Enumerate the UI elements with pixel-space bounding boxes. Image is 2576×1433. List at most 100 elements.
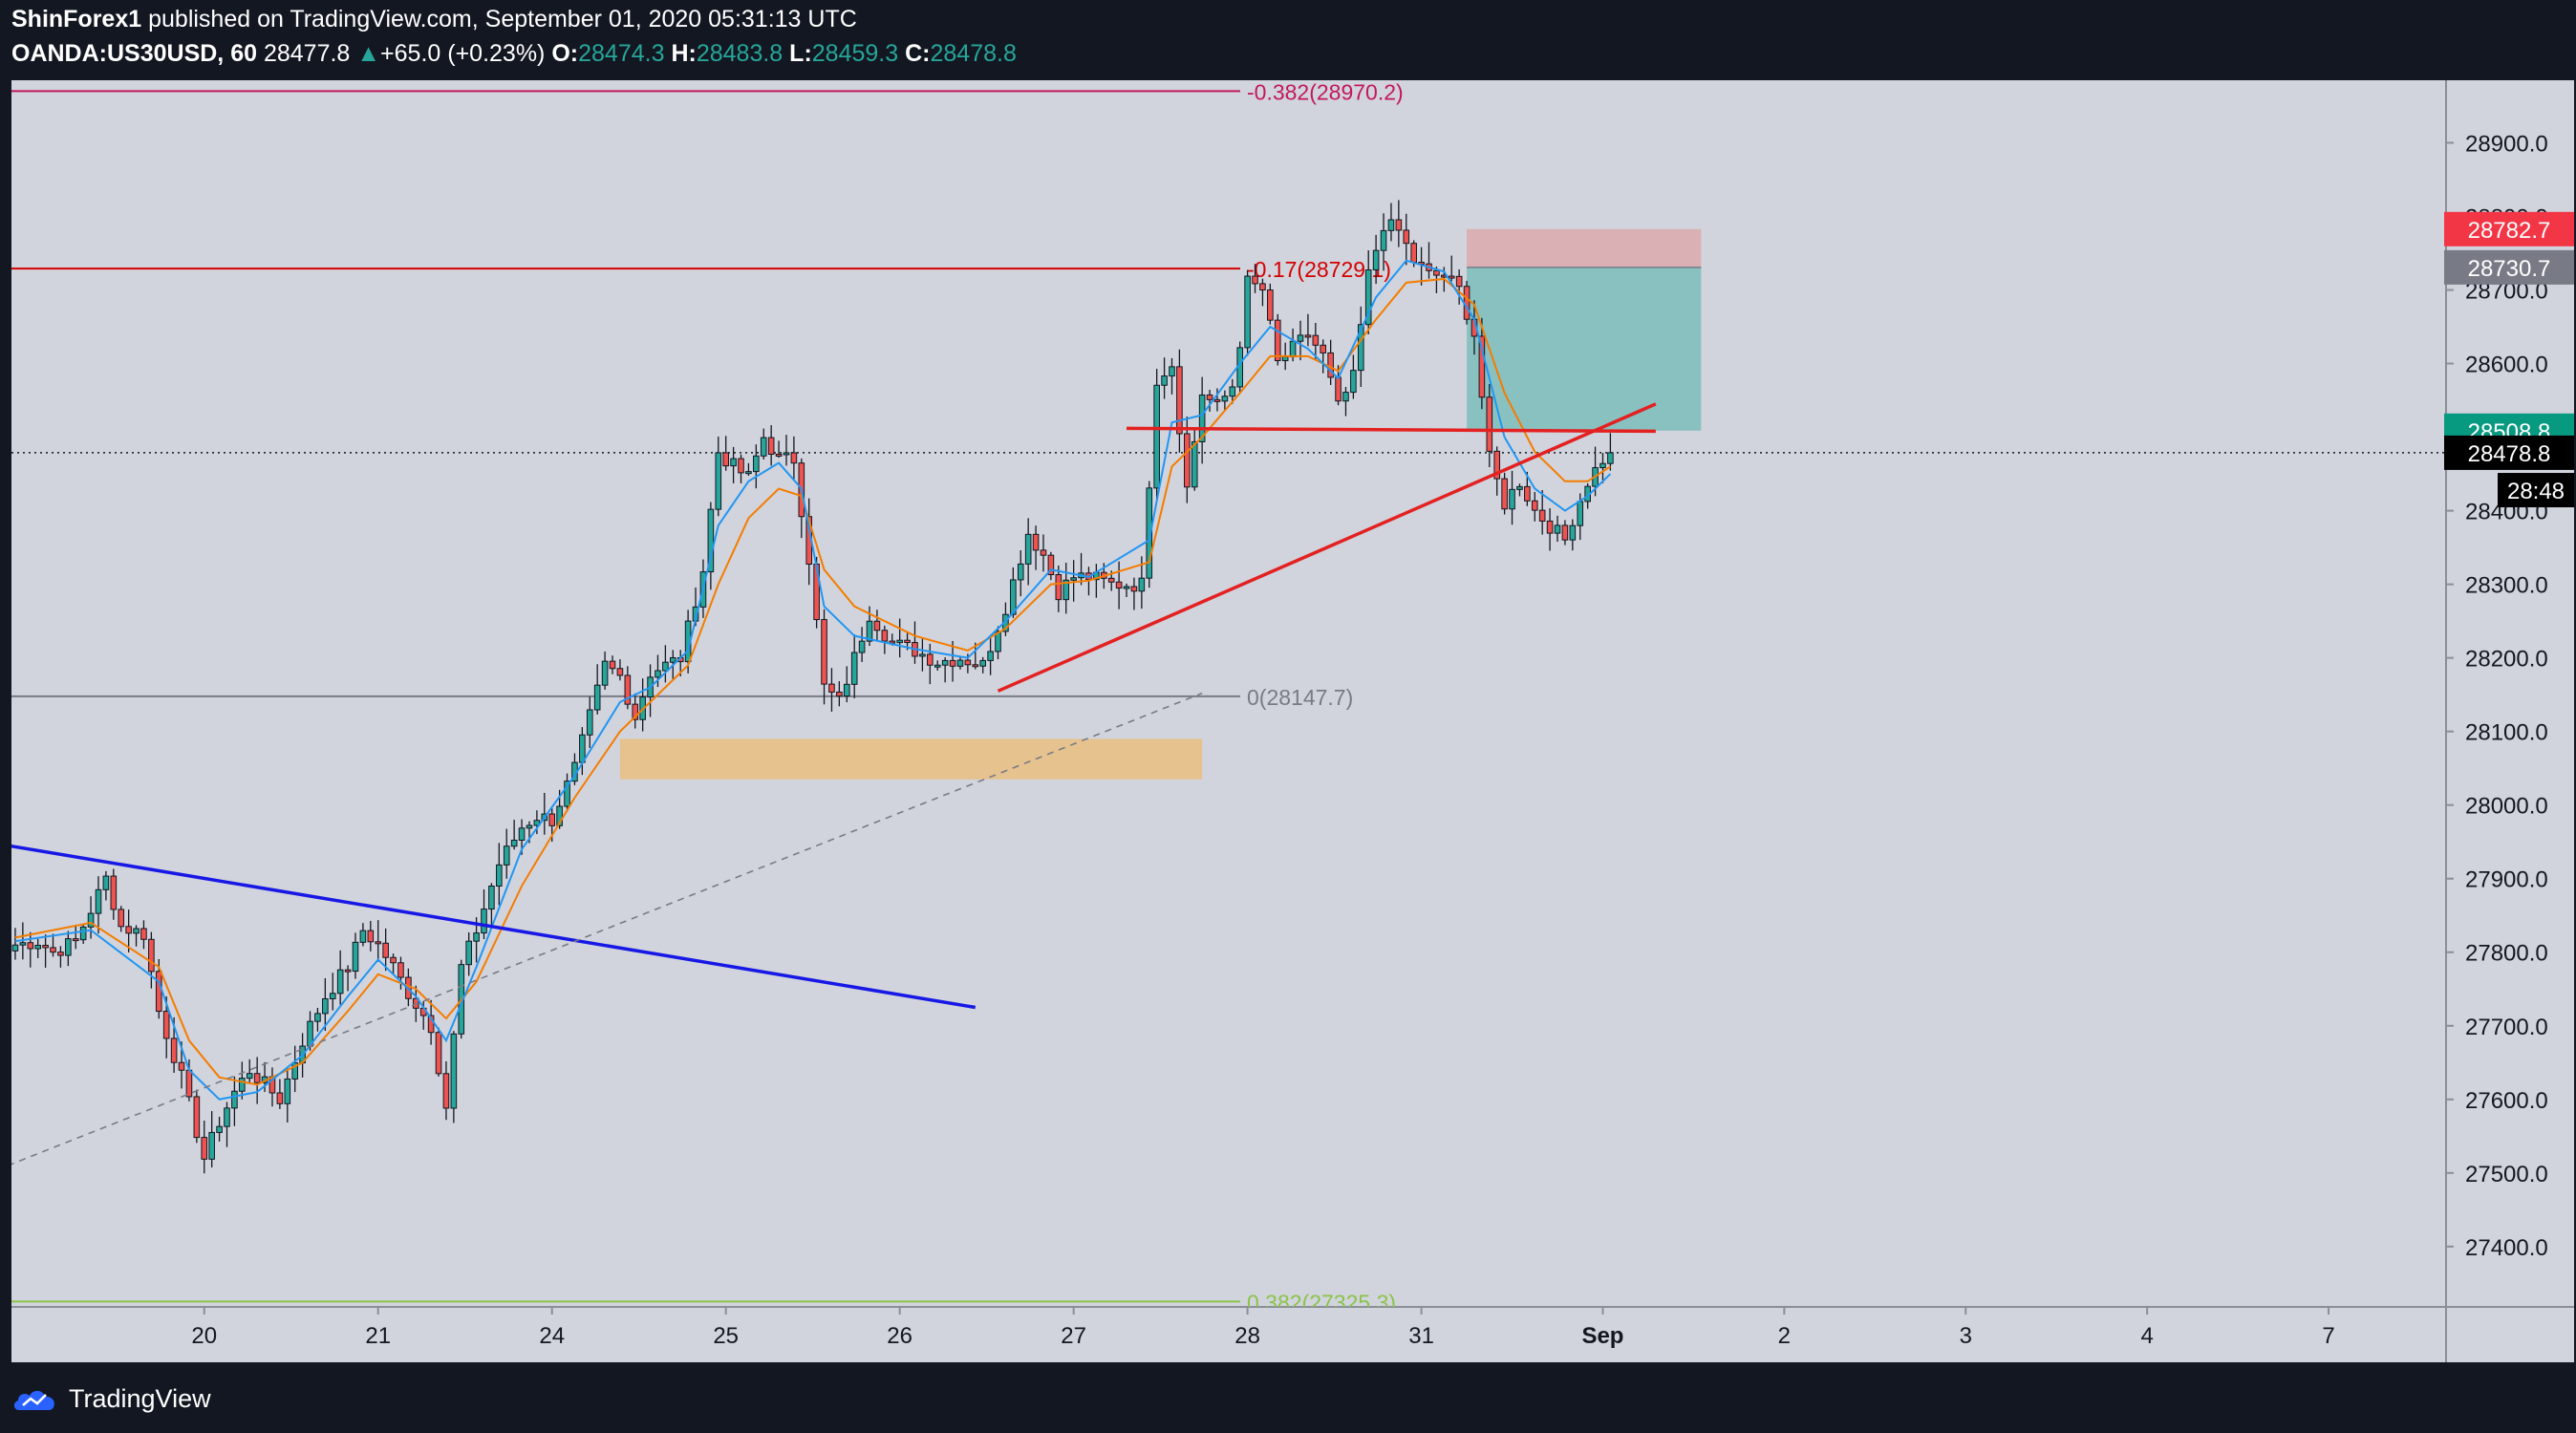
candle-body: [42, 945, 49, 949]
candle-body: [19, 942, 27, 946]
price-axis[interactable]: [2446, 80, 2574, 1362]
candle-body: [102, 875, 110, 890]
candle: [1320, 339, 1327, 374]
price-label-box: [2498, 473, 2574, 508]
candle-body: [1312, 334, 1320, 346]
candle: [624, 666, 632, 710]
candle-body: [27, 942, 34, 950]
candle-body: [1146, 487, 1153, 579]
candle-body: [344, 969, 352, 973]
candle-body: [1259, 283, 1266, 291]
candle-body: [488, 885, 495, 910]
candle: [1403, 213, 1410, 266]
plot-area[interactable]: [11, 80, 2446, 1307]
candle-body: [367, 930, 375, 943]
candle: [790, 436, 798, 481]
symbol-label[interactable]: OANDA:US30USD, 60: [11, 40, 258, 67]
candle-body: [1372, 249, 1380, 271]
candle-body: [1184, 433, 1191, 488]
candle: [586, 696, 593, 748]
candle-body: [579, 734, 586, 763]
candle: [1213, 388, 1221, 412]
resistance-line: [1127, 426, 1656, 434]
candle: [1130, 577, 1138, 610]
candle: [148, 931, 155, 989]
candle-body: [601, 660, 609, 686]
candle-body: [964, 659, 972, 666]
candle-body: [1599, 462, 1606, 469]
candle-body: [1024, 533, 1032, 565]
author-name[interactable]: ShinForex1: [11, 6, 142, 32]
candle-body: [1176, 366, 1183, 435]
candle-body: [148, 938, 155, 973]
candle-body: [276, 1092, 284, 1104]
candle: [1146, 481, 1153, 588]
candle: [987, 637, 994, 675]
candle-body: [843, 683, 850, 697]
candle-body: [790, 452, 798, 464]
candle: [1297, 320, 1304, 361]
candle: [1554, 515, 1561, 543]
candle: [1546, 508, 1554, 551]
candle-body: [1561, 524, 1569, 541]
candle-body: [1297, 334, 1304, 342]
candle-body: [1486, 396, 1493, 452]
candle-body: [1153, 384, 1160, 489]
candle-body: [828, 683, 835, 693]
time-axis[interactable]: [11, 1307, 2446, 1362]
candle-body: [1410, 243, 1417, 264]
candle-body: [919, 653, 926, 657]
low-value: 28459.3: [811, 40, 899, 67]
candle-body: [979, 659, 986, 667]
candle: [722, 436, 729, 471]
take-profit-zone: [1467, 267, 1702, 431]
rising-trendline: [997, 402, 1657, 693]
candle: [253, 1057, 261, 1104]
candle: [314, 1007, 321, 1032]
candle: [850, 634, 858, 698]
fib-dashed-diagonal: [11, 692, 1203, 1166]
candle: [730, 446, 737, 483]
candle: [224, 1101, 230, 1147]
candle: [1304, 313, 1312, 347]
candle-body: [359, 930, 367, 943]
candle: [783, 435, 790, 466]
candle: [836, 681, 843, 707]
candle-body: [140, 928, 147, 940]
candle-body: [1607, 452, 1614, 464]
close-label: C:: [905, 40, 931, 67]
candle: [329, 973, 336, 1011]
candle: [941, 657, 949, 683]
candle: [1252, 264, 1258, 293]
ema-slow-line: [14, 277, 1611, 1086]
candle: [662, 645, 669, 683]
candle-body: [655, 670, 661, 678]
candle-body: [722, 452, 729, 467]
candle-body: [1138, 577, 1146, 592]
candle-body: [662, 661, 669, 672]
candle: [956, 656, 964, 670]
candle: [246, 1059, 253, 1084]
candle-body: [239, 1078, 246, 1092]
candle: [1115, 561, 1123, 610]
candle-body: [450, 1033, 458, 1109]
time-tick-label: 27: [1061, 1323, 1086, 1349]
candle-body: [707, 508, 715, 573]
candle: [481, 888, 487, 940]
candle: [1516, 483, 1523, 497]
candle: [34, 938, 41, 958]
candle: [995, 626, 1001, 660]
candle-body: [1047, 554, 1055, 576]
candle-body: [1395, 219, 1403, 231]
candle: [193, 1089, 201, 1144]
candle: [79, 923, 87, 944]
candle-body: [50, 947, 56, 953]
candle: [655, 654, 661, 688]
candle-body: [995, 631, 1001, 652]
candle: [593, 664, 601, 715]
candle-body: [329, 993, 336, 999]
candle-body: [1221, 396, 1229, 402]
candle-body: [934, 664, 941, 668]
candle: [1501, 472, 1508, 515]
